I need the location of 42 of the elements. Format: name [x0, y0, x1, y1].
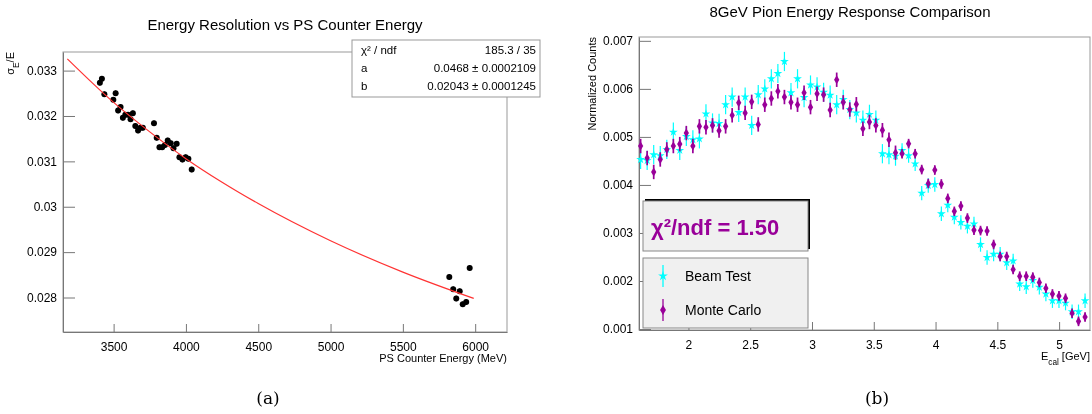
- y-tick-label: 0.028: [26, 290, 58, 305]
- x-tick-label: 5500: [390, 339, 418, 354]
- text: (b): [864, 388, 890, 408]
- text: (a): [256, 388, 280, 408]
- y-tick-label: 0.003: [602, 226, 634, 241]
- x-tick-label: 2.5: [742, 337, 760, 352]
- x-tick-label: 3500: [100, 339, 128, 354]
- y-tick-label: 0.031: [26, 154, 58, 169]
- chart-title: Energy Resolution vs PS Counter Energy: [147, 16, 424, 33]
- legend-label: Beam Test: [685, 268, 751, 284]
- y-tick-label: 0.005: [602, 130, 634, 145]
- y-tick-label: 0.029: [26, 245, 58, 260]
- x-tick-label: 6000: [462, 339, 490, 354]
- y-tick-label: 0.004: [602, 178, 634, 193]
- y-axis-title: Normalized Counts: [586, 36, 598, 131]
- x-axis-title: E$_{cal}$ [GeV]: [1040, 350, 1090, 367]
- x-tick-label: 3: [809, 337, 817, 352]
- x-tick-label: 4: [932, 337, 940, 352]
- y-tick-label: 0.007: [602, 34, 634, 49]
- legend-label: Monte Carlo: [685, 302, 762, 318]
- y-tick-label: 0.006: [602, 82, 634, 97]
- y-tick-label: 0.032: [26, 109, 58, 124]
- annotation: 185.3 / 35: [484, 44, 536, 56]
- annotation: b: [361, 80, 368, 92]
- y-tick-label: 0.033: [26, 63, 58, 78]
- annotation: χ²/ndf = 1.50: [651, 215, 780, 240]
- annotation: χ² / ndf: [361, 44, 398, 56]
- x-tick-label: 2: [685, 337, 693, 352]
- x-tick-label: 5: [1056, 337, 1064, 352]
- x-tick-label: 3.5: [865, 337, 883, 352]
- y-tick-label: 0.001: [602, 322, 634, 337]
- x-tick-label: 5000: [317, 339, 345, 354]
- x-tick-label: 4500: [245, 339, 273, 354]
- x-tick-label: 4000: [173, 339, 201, 354]
- chart-title: 8GeV Pion Energy Response Comparison: [709, 3, 991, 20]
- y-tick-label: 0.03: [33, 200, 58, 215]
- annotation: 0.0468 ± 0.0002109: [433, 62, 536, 74]
- annotation: a: [361, 62, 368, 74]
- y-tick-label: 0.002: [602, 274, 634, 289]
- x-axis-title: PS Counter Energy (MeV): [379, 352, 507, 364]
- annotation: 0.02043 ± 0.0001245: [427, 80, 536, 92]
- x-tick-label: 4.5: [989, 337, 1007, 352]
